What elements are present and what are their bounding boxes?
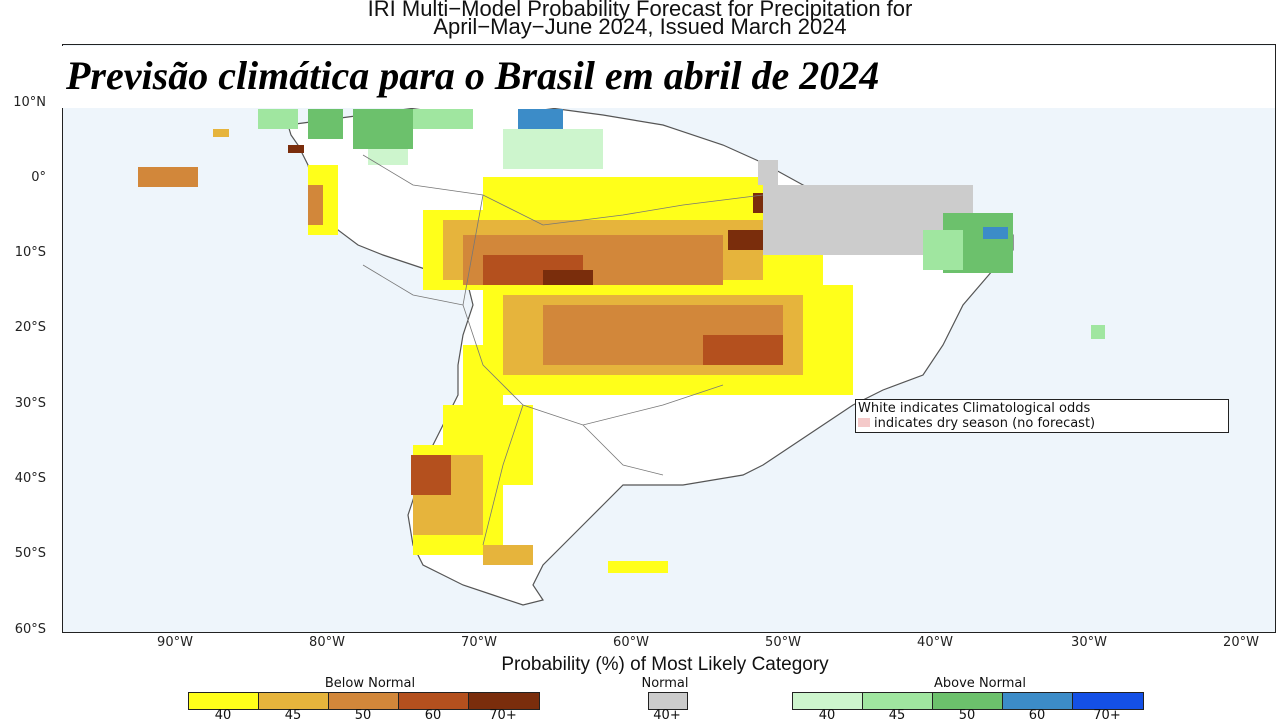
legend-above-normal-tick: 50 — [958, 708, 976, 723]
legend-below-normal-bar — [188, 692, 540, 710]
lat-label-0: 0° — [31, 170, 46, 185]
dry-season-swatch — [858, 418, 870, 427]
note-line-dry-text: indicates dry season (no forecast) — [874, 416, 1096, 431]
legend-above-normal-bar — [792, 692, 1144, 710]
legend-normal-swatch — [649, 693, 687, 709]
legend-below-normal-label: Below Normal — [324, 676, 416, 691]
banner-background — [60, 46, 1275, 108]
legend-above-normal-tick: 60 — [1028, 708, 1046, 723]
lat-label-30s: 30°S — [14, 396, 46, 411]
lon-label-60w: 60°W — [613, 635, 649, 650]
legend-below-normal-tick: 40 — [214, 708, 232, 723]
legend-title: Probability (%) of Most Likely Category — [501, 654, 829, 675]
legend-below-normal-swatch — [329, 693, 399, 709]
legend-above-normal-swatch — [863, 693, 933, 709]
legend-above-normal-swatch — [933, 693, 1003, 709]
legend-below-normal-tick: 70+ — [489, 708, 517, 723]
lon-label-20w: 20°W — [1223, 635, 1259, 650]
legend-above-normal-label: Above Normal — [934, 676, 1026, 691]
lon-label-90w: 90°W — [157, 635, 193, 650]
note-line-white: White indicates Climatological odds — [858, 401, 1091, 416]
legend-below-normal-tick: 50 — [354, 708, 372, 723]
lat-label-40s: 40°S — [14, 471, 46, 486]
map-title-line2: April−May−June 2024, Issued March 2024 — [433, 14, 847, 39]
legend-above-normal-tick: 45 — [888, 708, 906, 723]
legend-below-normal-tick: 60 — [424, 708, 442, 723]
legend-above-normal-tick: 40 — [818, 708, 836, 723]
above-normal-east — [923, 213, 1105, 339]
below-normal-bands — [138, 129, 853, 573]
note-line-dry: indicates dry season (no forecast) — [858, 416, 1228, 431]
legend-below-normal-swatch — [469, 693, 539, 709]
south-america-map — [138, 102, 1105, 606]
lat-label-10s: 10°S — [14, 245, 46, 260]
lon-label-80w: 80°W — [309, 635, 345, 650]
lat-label-60s: 60°S — [14, 622, 46, 637]
legend-above-normal-swatch — [793, 693, 863, 709]
legend-below-normal-swatch — [399, 693, 469, 709]
legend-normal-tick: 40+ — [653, 708, 681, 723]
lon-label-30w: 30°W — [1071, 635, 1107, 650]
above-normal-north — [258, 109, 603, 169]
forecast-map — [62, 44, 1276, 633]
legend-below-normal-swatch — [259, 693, 329, 709]
lon-label-50w: 50°W — [765, 635, 801, 650]
lon-label-70w: 70°W — [461, 635, 497, 650]
lat-label-20s: 20°S — [14, 320, 46, 335]
legend-normal-bar — [648, 692, 688, 710]
lat-label-50s: 50°S — [14, 546, 46, 561]
country-borders — [362, 154, 764, 546]
legend-below-normal-swatch — [189, 693, 259, 709]
legend-below-normal-tick: 45 — [284, 708, 302, 723]
map-title-line1: IRI Multi−Model Probability Forecast for… — [367, 0, 913, 21]
banner-caption: Previsão climática para o Brasil em abri… — [66, 53, 880, 98]
legend-above-normal-tick: 70+ — [1093, 708, 1121, 723]
climatology-note: White indicates Climatological odds indi… — [855, 399, 1229, 433]
lat-label-10n: 10°N — [13, 95, 46, 110]
lon-label-40w: 40°W — [917, 635, 953, 650]
legend-above-normal-swatch — [1003, 693, 1073, 709]
legend-normal-label: Normal — [641, 676, 689, 691]
legend-above-normal-swatch — [1073, 693, 1143, 709]
